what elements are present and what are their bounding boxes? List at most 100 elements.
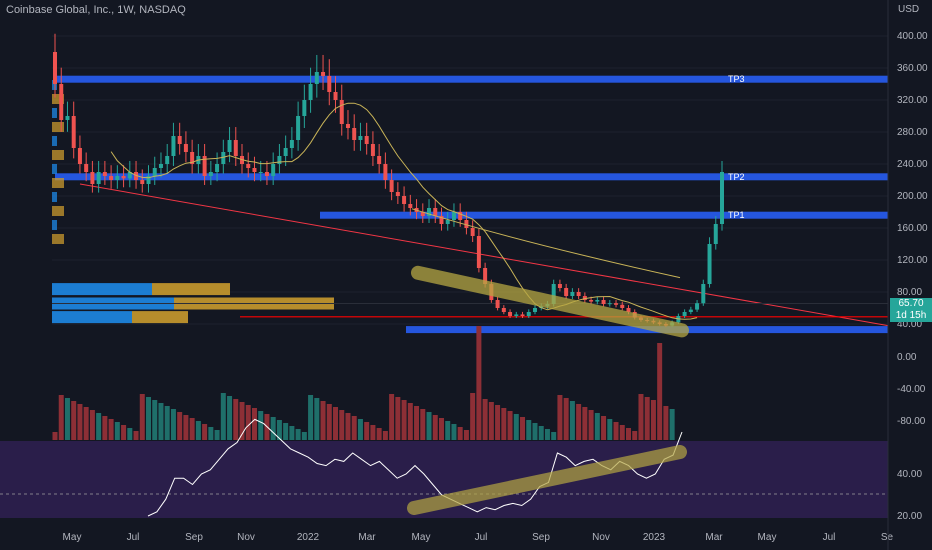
volume-bar [432,415,438,440]
zone-label: TP1 [728,210,745,220]
candle-body [389,180,394,192]
volume-bar [538,426,544,440]
candle-body [327,76,332,92]
volume-bar [619,425,625,440]
candle-body [84,164,89,172]
resistance-zone [55,75,888,83]
volume-bar [650,400,656,440]
candle-body [121,176,126,179]
volume-profile-bar [52,220,57,230]
volume-bar [289,426,295,440]
candle-body [77,148,82,164]
candle-body [289,140,294,148]
candle-body [215,164,220,172]
volume-bar [202,424,208,440]
volume-bar [195,421,201,440]
candle-body [695,303,700,310]
volume-bar [420,409,426,440]
volume-profile-bar [52,206,64,216]
time-axis-tick: 2022 [297,532,320,543]
volume-bar [588,410,594,440]
volume-bar [326,404,332,440]
candle-body [408,204,413,208]
price-axis-tick: 120.00 [897,255,928,266]
candle-body [682,312,687,316]
volume-profile-bar [52,283,152,296]
candle-body [576,292,581,296]
candle-body [53,52,57,84]
time-axis-tick: May [758,532,777,543]
candle-body [96,172,101,184]
volume-profile-bar [52,122,64,132]
time-axis-tick: May [63,532,82,543]
candle-body [439,216,444,224]
volume-bar [295,429,301,440]
candle-body [102,172,107,176]
candle-body [395,192,400,196]
price-axis-tick: 320.00 [897,95,928,106]
zone-label: TP3 [728,74,745,84]
candle-body [227,140,232,152]
volume-bar [389,394,395,440]
volume-bar [170,409,176,440]
volume-bar [463,430,469,440]
candle-body [508,312,513,316]
volume-axis-tick: -80.00 [897,416,926,427]
volume-bar [183,415,189,440]
candle-body [308,84,313,100]
candle-body [427,208,432,216]
candle-body [271,164,276,176]
candle-body [445,220,450,224]
volume-bar [532,423,538,440]
volume-bar [657,343,663,440]
volume-bar [544,429,550,440]
time-axis-tick: Jul [127,532,140,543]
candle-body [65,116,70,120]
volume-bar [557,395,563,440]
volume-bar [89,410,95,440]
candle-body [532,308,537,312]
volume-bar [270,417,276,440]
volume-bar [625,428,631,440]
candle-body [601,300,606,304]
volume-bar [283,423,289,440]
volume-bar [108,419,114,440]
candle-body [377,156,382,164]
time-axis-tick: Nov [237,532,255,543]
candle-body [570,292,575,296]
price-axis-tick: 400.00 [897,31,928,42]
volume-bar [563,398,569,440]
volume-bar [320,401,326,440]
candle-body [277,156,282,164]
rsi-highlight-channel [407,445,687,515]
volume-bar [638,394,644,440]
candle-body [264,172,269,176]
volume-bar [233,399,239,440]
candle-body [701,284,706,304]
time-axis-tick: Sep [185,532,203,543]
candle-body [345,124,350,128]
volume-bar [507,411,513,440]
volume-bar [208,427,214,440]
volume-bar [177,412,183,440]
candle-body [246,164,251,168]
volume-profile-bar [52,136,57,146]
candle-body [140,180,145,184]
candle-body [90,172,95,184]
candle-body [370,144,375,156]
candle-body [233,140,238,156]
volume-axis-tick: 0.00 [897,352,917,363]
volume-bar [227,396,233,440]
volume-profile-bar [52,94,64,104]
candle-body [402,196,407,204]
volume-axis-tick: -40.00 [897,384,926,395]
rsi-axis-tick: 40.00 [897,469,922,480]
volume-bar [146,397,152,440]
candle-body [501,308,506,312]
candle-body [134,172,139,180]
volume-bar [663,406,669,440]
candle-body [514,314,519,316]
candle-body [302,100,307,116]
volume-bar [251,408,257,440]
